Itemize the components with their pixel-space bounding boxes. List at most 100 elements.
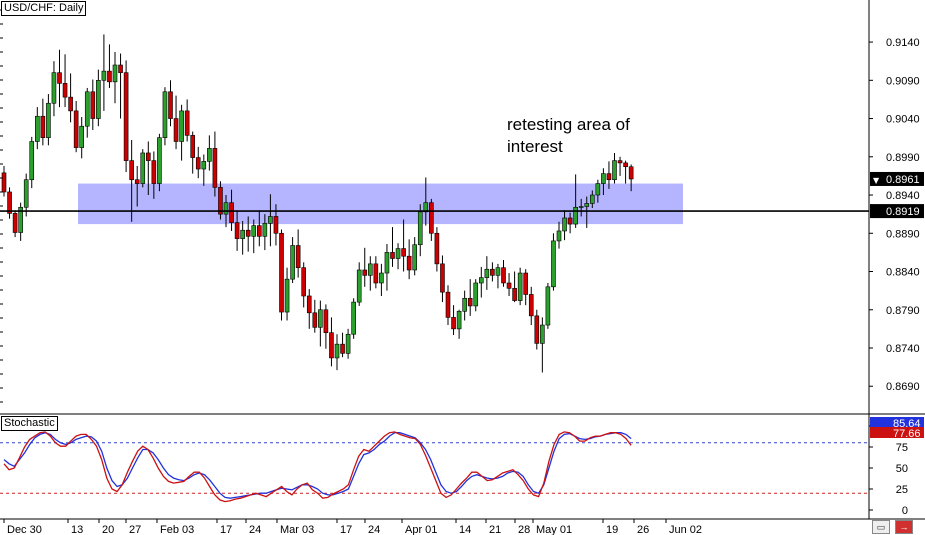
y-tick-label: 0.9140	[886, 37, 920, 49]
candle-body	[445, 291, 451, 318]
candle-body	[567, 217, 573, 225]
candle-body	[323, 309, 329, 333]
candle-body	[306, 295, 312, 314]
stoch-y-tick-label: 0	[902, 505, 908, 517]
zoom-icon[interactable]: ▭	[872, 520, 890, 534]
candle-body	[107, 70, 112, 83]
candle-body	[517, 272, 523, 301]
y-tick-label: 0.9090	[886, 75, 920, 87]
x-tick-label: 24	[249, 524, 261, 535]
candle-body	[129, 160, 134, 181]
candle-body	[151, 160, 157, 184]
candle-body	[379, 272, 384, 284]
scroll-right-icon[interactable]: →	[895, 520, 913, 534]
candle-body	[589, 194, 595, 204]
price-label: 0.8961	[886, 174, 920, 186]
stoch-value-label: 77.66	[893, 428, 921, 440]
stoch-y-tick-label: 50	[896, 463, 908, 475]
candle-body	[245, 229, 251, 237]
candle-body	[51, 72, 57, 104]
candle-body	[612, 160, 617, 181]
stoch-y-tick-label: 75	[896, 442, 908, 454]
candle-body	[562, 217, 567, 232]
y-tick-label: 0.8840	[886, 267, 920, 279]
candle-body	[434, 232, 440, 265]
candle-body	[534, 315, 540, 344]
candle-body	[79, 125, 84, 148]
candle-body	[473, 282, 479, 307]
candle-body	[329, 332, 334, 359]
candle-body	[118, 64, 123, 73]
candle-body	[601, 173, 606, 184]
candle-body	[240, 229, 245, 239]
candle-body	[628, 166, 634, 180]
candle-body	[467, 297, 473, 307]
candle-body	[351, 301, 356, 335]
candle-body	[478, 277, 484, 284]
candle-body	[284, 278, 290, 313]
candle-body	[7, 191, 12, 214]
candle-body	[18, 206, 23, 233]
candle-body	[412, 244, 418, 271]
candle-body	[356, 269, 362, 303]
y-tick-label: 0.9040	[886, 114, 920, 126]
candle-body	[146, 152, 151, 161]
x-tick-label: 20	[102, 524, 114, 535]
candle-body	[201, 161, 207, 170]
candle-body	[23, 179, 29, 208]
candle-body	[384, 252, 390, 274]
candle-body	[295, 245, 301, 268]
price-label-box	[870, 204, 924, 219]
x-tick-label: Feb 03	[160, 524, 194, 535]
candle-body	[390, 252, 395, 259]
y-tick-label: 0.8990	[886, 152, 920, 164]
candle-body	[523, 272, 529, 295]
candle-body	[68, 96, 73, 112]
candle-body	[440, 263, 445, 293]
interest-zone-layer	[78, 183, 683, 225]
candlestick-series	[1, 34, 634, 373]
y-tick-label: 0.8690	[886, 381, 920, 393]
candle-body	[229, 202, 234, 223]
candle-body	[57, 72, 62, 84]
candle-body	[134, 179, 140, 184]
candle-body	[456, 310, 462, 330]
candle-body	[223, 202, 229, 215]
stoch-value-box	[870, 417, 924, 428]
candle-body	[417, 211, 423, 246]
candle-body	[162, 91, 168, 138]
x-tick-label: 14	[459, 524, 471, 535]
candle-body	[340, 343, 345, 354]
candle-body	[395, 248, 401, 259]
x-tick-label: Dec 30	[7, 524, 42, 535]
candle-body	[290, 245, 295, 280]
price-label: 0.8919	[886, 206, 920, 218]
candle-body	[429, 202, 434, 234]
candle-body	[595, 183, 601, 196]
candle-body	[362, 269, 368, 276]
x-tick-label: 17	[340, 524, 352, 535]
x-tick-label: 21	[489, 524, 501, 535]
candle-body	[90, 91, 96, 119]
candle-body	[256, 225, 262, 237]
interest-zone	[78, 183, 683, 225]
candle-body	[273, 216, 279, 234]
candle-body	[528, 294, 534, 317]
candle-body	[184, 110, 190, 136]
candle-body	[34, 115, 40, 142]
candle-body	[573, 206, 578, 225]
candle-body	[279, 232, 284, 313]
candle-body	[462, 297, 467, 312]
x-tick-label: 28	[518, 524, 530, 535]
stoch-value-box	[870, 427, 924, 438]
price-label-box	[870, 171, 924, 186]
candle-body	[584, 203, 590, 207]
candle-body	[451, 317, 456, 330]
candle-body	[40, 115, 46, 138]
annotation-line-1: retesting area of	[507, 115, 630, 134]
candle-body	[406, 255, 412, 271]
stochastic-line	[3, 431, 632, 503]
candle-body	[268, 216, 273, 224]
candle-body	[84, 91, 90, 127]
